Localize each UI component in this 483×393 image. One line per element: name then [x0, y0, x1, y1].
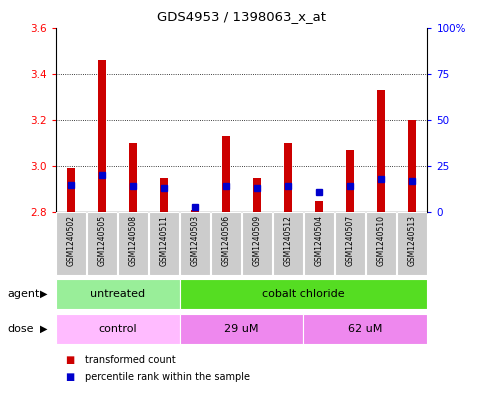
Bar: [180, 279, 427, 309]
Text: GSM1240510: GSM1240510: [376, 215, 385, 266]
Text: agent: agent: [7, 289, 40, 299]
Text: GSM1240507: GSM1240507: [345, 215, 355, 266]
Bar: [397, 212, 427, 275]
Bar: [222, 136, 230, 212]
Bar: [87, 212, 117, 275]
Text: GDS4953 / 1398063_x_at: GDS4953 / 1398063_x_at: [157, 10, 326, 23]
Text: ■: ■: [65, 372, 74, 382]
Bar: [129, 143, 137, 212]
Text: untreated: untreated: [90, 289, 145, 299]
Text: 62 uM: 62 uM: [348, 324, 383, 334]
Text: GSM1240513: GSM1240513: [408, 215, 416, 266]
Bar: [191, 210, 199, 212]
Bar: [303, 314, 427, 344]
Bar: [67, 168, 75, 212]
Bar: [56, 314, 180, 344]
Text: control: control: [98, 324, 137, 334]
Text: 29 uM: 29 uM: [224, 324, 259, 334]
Bar: [56, 279, 180, 309]
Text: ■: ■: [65, 354, 74, 365]
Bar: [118, 212, 148, 275]
Bar: [242, 212, 272, 275]
Bar: [408, 120, 416, 212]
Bar: [335, 212, 365, 275]
Bar: [56, 212, 86, 275]
Text: ▶: ▶: [40, 289, 47, 299]
Bar: [377, 90, 385, 212]
Text: GSM1240505: GSM1240505: [98, 215, 107, 266]
Text: GSM1240509: GSM1240509: [253, 215, 261, 266]
Text: dose: dose: [7, 324, 34, 334]
Text: GSM1240506: GSM1240506: [222, 215, 230, 266]
Bar: [211, 212, 241, 275]
Text: percentile rank within the sample: percentile rank within the sample: [85, 372, 250, 382]
Text: GSM1240504: GSM1240504: [314, 215, 324, 266]
Text: GSM1240512: GSM1240512: [284, 215, 293, 266]
Text: GSM1240508: GSM1240508: [128, 215, 138, 266]
Bar: [253, 178, 261, 212]
Text: GSM1240502: GSM1240502: [67, 215, 75, 266]
Text: GSM1240511: GSM1240511: [159, 215, 169, 266]
Bar: [98, 60, 106, 212]
Bar: [273, 212, 303, 275]
Bar: [315, 201, 323, 212]
Bar: [346, 150, 354, 212]
Bar: [149, 212, 179, 275]
Bar: [180, 212, 210, 275]
Bar: [366, 212, 396, 275]
Text: ▶: ▶: [40, 324, 47, 334]
Text: transformed count: transformed count: [85, 354, 175, 365]
Bar: [160, 178, 168, 212]
Text: cobalt chloride: cobalt chloride: [262, 289, 345, 299]
Bar: [180, 314, 303, 344]
Bar: [284, 143, 292, 212]
Text: GSM1240503: GSM1240503: [190, 215, 199, 266]
Bar: [304, 212, 334, 275]
